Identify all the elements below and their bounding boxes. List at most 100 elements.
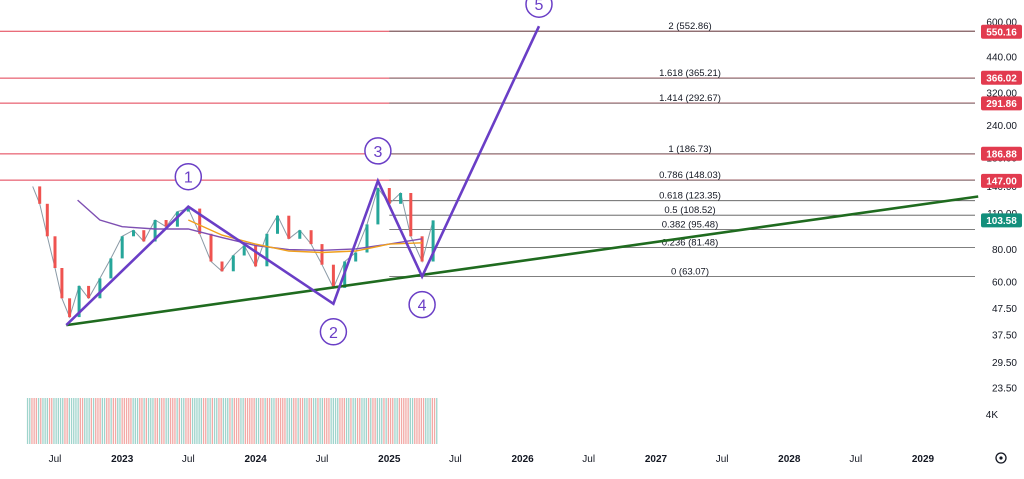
volume-bar — [77, 398, 79, 444]
volume-bar — [136, 398, 139, 444]
volume-bar — [262, 398, 264, 444]
volume-bar — [57, 398, 59, 444]
volume-bar — [436, 398, 438, 444]
price-candle — [87, 285, 91, 299]
price-tag — [981, 146, 1022, 161]
volume-bar — [222, 398, 224, 444]
volume-bar — [266, 398, 268, 444]
volume-bar — [389, 398, 392, 444]
volume-bar — [299, 398, 301, 444]
x-tick-label: 2027 — [645, 454, 668, 465]
price-candle — [38, 186, 42, 204]
volume-bar — [150, 398, 152, 444]
volume-bar — [147, 398, 150, 444]
volume-bar — [141, 398, 143, 444]
volume-bar — [306, 398, 308, 444]
volume-bar — [345, 398, 348, 444]
support-trendline[interactable] — [66, 195, 979, 327]
y-tick-label: 320.00 — [986, 89, 1017, 100]
volume-bar — [385, 398, 387, 444]
volume-bar — [183, 398, 185, 444]
volume-bar — [418, 398, 420, 444]
price-candle — [287, 215, 291, 239]
y-tick-label: 47.50 — [992, 304, 1017, 315]
settings-group[interactable] — [995, 452, 1007, 464]
volume-bar — [271, 398, 273, 444]
volume-bar — [130, 398, 132, 444]
volume-bar — [231, 398, 233, 444]
volume-bar — [317, 398, 319, 444]
volume-bar — [376, 398, 378, 444]
y-tick-label: 80.00 — [992, 245, 1017, 256]
moving-average-orange — [188, 219, 423, 254]
volume-bar — [31, 398, 33, 444]
x-tick-label: Jul — [449, 454, 462, 465]
volume-bar — [257, 398, 260, 444]
x-tick-label: 2023 — [111, 454, 134, 465]
y-tick-label: 37.50 — [992, 331, 1017, 342]
volume-bar — [180, 398, 183, 444]
volume-bar — [229, 398, 231, 444]
gear-icon[interactable] — [995, 452, 1007, 464]
volume-bar — [59, 398, 62, 444]
volume-bar — [172, 398, 174, 444]
volume-bar — [73, 398, 75, 444]
fibonacci-extension[interactable]: 2 (552.86) 1.618 (365.21) 1.414 (292.67) 1 … — [389, 21, 975, 278]
volume-bar — [42, 398, 44, 444]
volume-bar — [332, 398, 334, 444]
wave-label-circle — [174, 162, 203, 191]
volume-bar — [363, 398, 365, 444]
volume-bar — [304, 398, 306, 444]
price-tag — [981, 70, 1022, 85]
price-candle — [265, 233, 269, 267]
price-candle — [68, 298, 72, 318]
volume-bar — [117, 398, 119, 444]
volume-bar — [79, 398, 81, 444]
volume-bar — [372, 398, 374, 444]
volume-bar — [330, 398, 332, 444]
volume-bar — [374, 398, 376, 444]
price-candle — [98, 278, 102, 299]
volume-bar — [51, 398, 53, 444]
volume-bar — [205, 398, 207, 444]
volume-bar — [86, 398, 88, 444]
volume-bar — [337, 398, 339, 444]
volume-bar — [139, 398, 141, 444]
price-candle — [109, 258, 113, 279]
volume-bar — [101, 398, 103, 444]
volume-bar — [427, 398, 429, 444]
volume-bar — [405, 398, 407, 444]
y-tick-label: 29.50 — [992, 358, 1017, 369]
volume-bar — [53, 398, 55, 444]
volume-bar — [359, 398, 361, 444]
volume-bar — [370, 398, 372, 444]
trendline-group[interactable] — [66, 195, 979, 327]
volume-bar — [158, 398, 161, 444]
price-candle — [276, 215, 279, 234]
fib-level-label: 1 (186.73) — [668, 144, 711, 155]
volume-bar — [387, 398, 389, 444]
volume-bar — [128, 398, 130, 444]
volume-bar — [240, 398, 242, 444]
price-candle — [164, 220, 168, 227]
volume-bar — [233, 398, 235, 444]
price-tag — [981, 96, 1022, 111]
price-candle — [331, 264, 335, 288]
time-axis[interactable]: Jul 2023 Jul 2024 Jul 2025 Jul 2026 Jul 2027 Jul 20… — [49, 454, 935, 465]
volume-bar — [62, 398, 64, 444]
fib-level-label: 1.414 (292.67) — [659, 93, 721, 104]
volume-bar — [310, 398, 312, 444]
wave-path[interactable] — [65, 25, 541, 327]
volume-bar — [68, 398, 70, 444]
volume-bar — [176, 398, 178, 444]
gear-icon-center — [999, 456, 1003, 460]
wave-label-circle — [525, 0, 553, 18]
volume-bar — [312, 398, 315, 444]
volume-bar — [218, 398, 220, 444]
elliott-wave[interactable]: 1 2 3 4 5 — [65, 0, 553, 346]
y-tick-label: 240.00 — [986, 121, 1017, 132]
x-tick-label: 2026 — [511, 454, 534, 465]
volume-bar — [264, 398, 266, 444]
